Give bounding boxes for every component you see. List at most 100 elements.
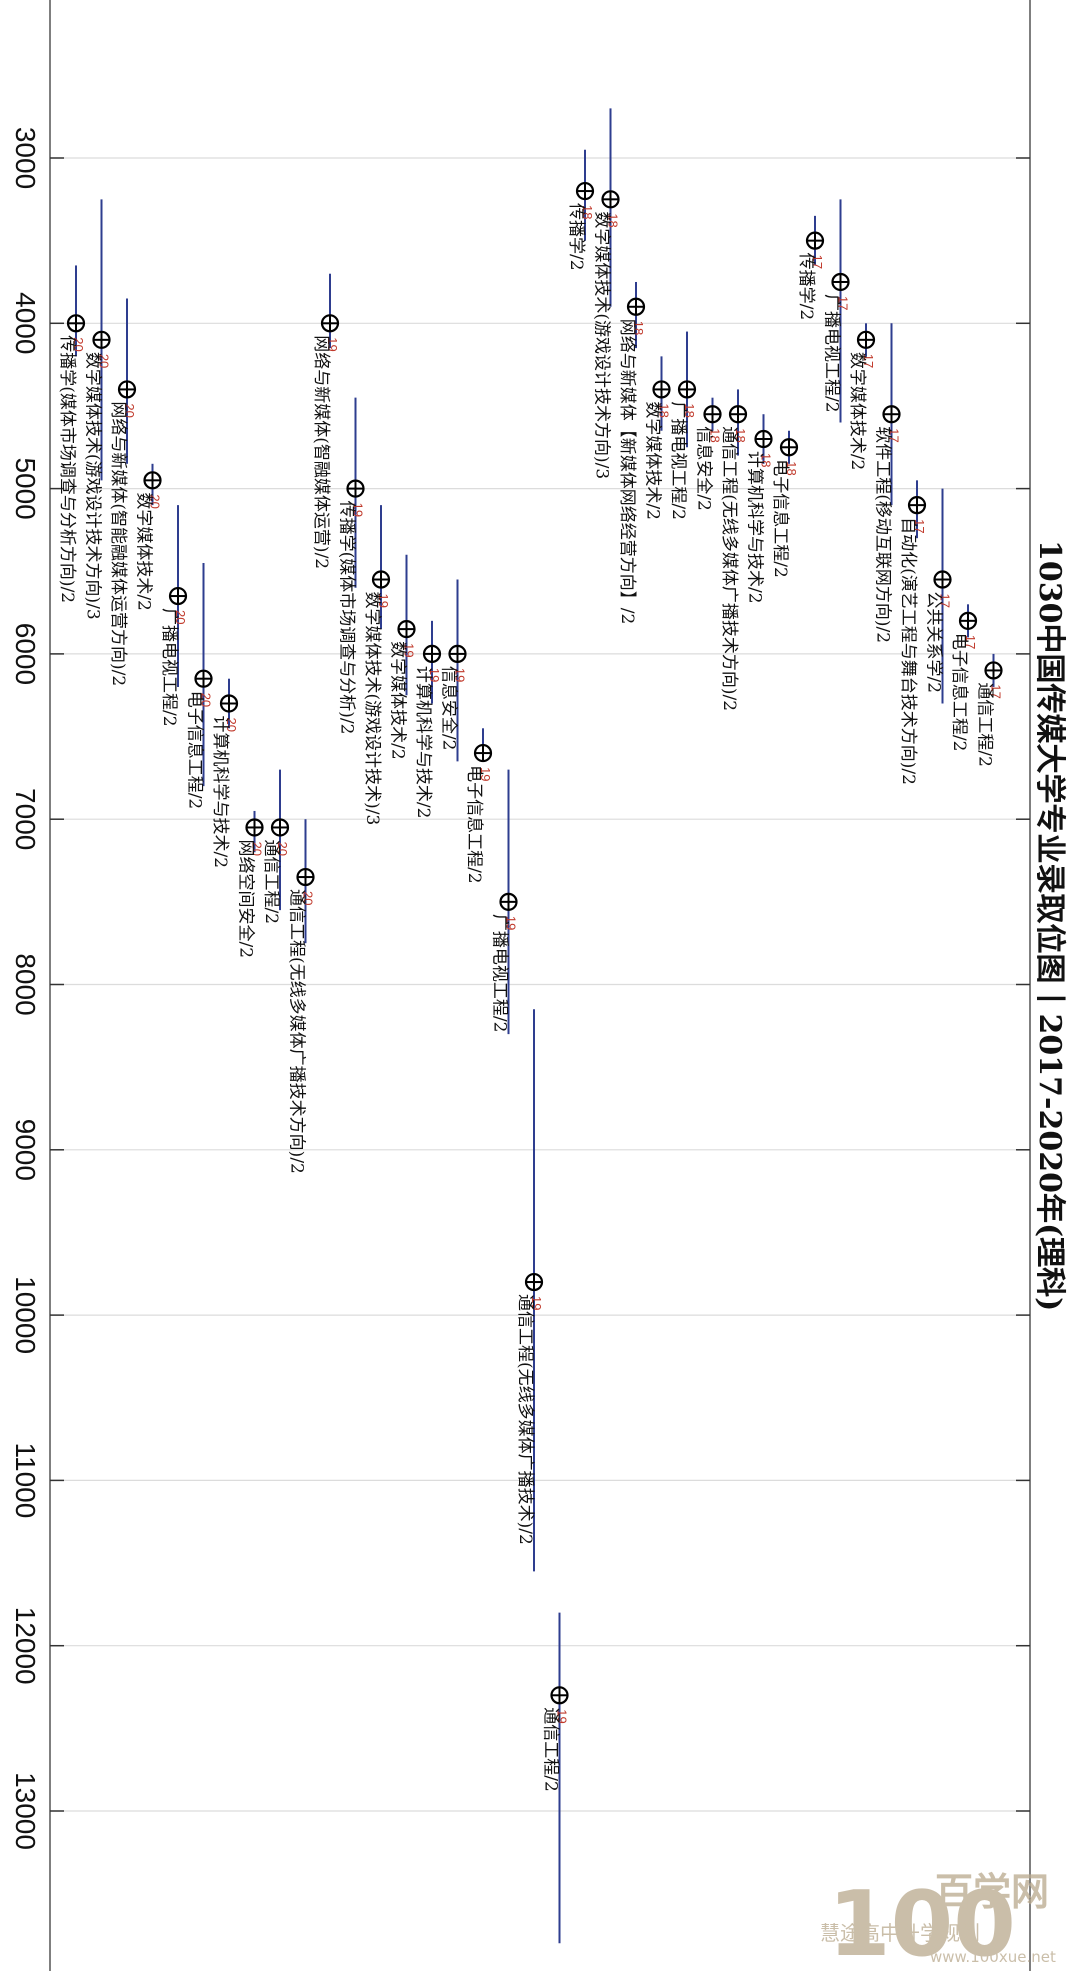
- year-label: 17: [912, 519, 927, 533]
- year-label: 19: [555, 1709, 570, 1723]
- year-label: 19: [402, 643, 417, 657]
- major-label: 电子信息工程/2: [770, 459, 790, 578]
- major-label: 广播电视工程/2: [159, 608, 179, 727]
- watermark-url: www.100xue.net: [930, 1948, 1056, 1966]
- year-label: 19: [376, 594, 391, 608]
- year-label: 17: [836, 296, 851, 310]
- year-label: 17: [963, 635, 978, 649]
- watermark-subtitle: 慧途高中升学规划: [820, 1921, 980, 1945]
- year-label: 18: [784, 461, 799, 475]
- major-label: 电子信息工程/2: [949, 633, 969, 752]
- major-label: 通信工程(无线多媒体广播技术方向)/2: [287, 889, 307, 1174]
- major-label: 网络与新媒体【新媒体网络经营方向】/2: [617, 319, 637, 625]
- major-label: 传播学(媒体市场调查与分析方向)/2: [57, 335, 77, 603]
- y-tick-label: 3000: [10, 127, 41, 189]
- year-label: 20: [301, 891, 316, 905]
- year-label: 19: [427, 668, 442, 682]
- year-label: 19: [529, 1296, 544, 1310]
- major-label: 计算机科学与技术/2: [413, 666, 433, 819]
- year-label: 20: [199, 693, 214, 707]
- major-label: 数字媒体技术(游戏设计技术方向)/3: [592, 211, 612, 479]
- chart-title-group: 1030中国传媒大学专业录取位图丨2017-2020年(理科): [1032, 540, 1067, 1311]
- major-label: 传播学/2: [796, 253, 816, 321]
- y-tick-label: 10000: [10, 1276, 41, 1354]
- major-label: 广播电视工程/2: [668, 401, 688, 520]
- year-label: 19: [325, 337, 340, 351]
- major-label: 公共关系学/2: [924, 592, 944, 694]
- y-tick-label: 12000: [10, 1607, 41, 1685]
- year-label: 20: [275, 841, 290, 855]
- year-label: 20: [250, 841, 265, 855]
- year-label: 18: [759, 453, 774, 467]
- major-label: 通信工程/2: [261, 839, 281, 924]
- major-label: 信息安全/2: [439, 666, 459, 751]
- major-label: 计算机科学与技术/2: [745, 451, 765, 604]
- year-label: 18: [682, 403, 697, 417]
- major-label: 数字媒体技术/2: [847, 352, 867, 471]
- year-label: 17: [938, 594, 953, 608]
- y-tick-label: 6000: [10, 623, 41, 685]
- major-label: 传播学(媒体市场调查与分析)/2: [337, 501, 357, 735]
- year-label: 17: [810, 255, 825, 269]
- major-label: 数字媒体技术(游戏设计技术)/3: [362, 592, 382, 826]
- year-label: 20: [122, 403, 137, 417]
- major-label: 数字媒体技术/2: [643, 401, 663, 520]
- y-tick-label: 7000: [10, 788, 41, 850]
- year-label: 19: [351, 503, 366, 517]
- year-label: 18: [657, 403, 672, 417]
- major-label: 通信工程(无线多媒体广播技术)/2: [515, 1294, 535, 1545]
- major-label: 通信工程/2: [975, 682, 995, 767]
- year-label: 20: [224, 717, 239, 731]
- major-label: 电子信息工程/2: [464, 765, 484, 884]
- year-label: 17: [989, 684, 1004, 698]
- major-label: 广播电视工程/2: [822, 294, 842, 413]
- year-label: 18: [606, 213, 621, 227]
- grid-layer: [50, 157, 1030, 1812]
- y-tick-label: 4000: [10, 292, 41, 354]
- year-label: 20: [173, 610, 188, 624]
- y-tick-label: 9000: [10, 1119, 41, 1181]
- major-label: 通信工程/2: [541, 1707, 561, 1792]
- year-label: 18: [631, 321, 646, 335]
- watermark-brand: 百学网: [935, 1870, 1049, 1914]
- major-label: 传播学/2: [566, 203, 586, 271]
- y-tick-label: 8000: [10, 953, 41, 1015]
- y-tick-label: 11000: [10, 1443, 41, 1519]
- watermark-logo: 100: [828, 1872, 1016, 1971]
- major-label: 软件工程(移动互联网方向)/2: [873, 426, 893, 643]
- chart-title: 1030中国传媒大学专业录取位图丨2017-2020年(理科): [1032, 540, 1067, 1311]
- year-label: 20: [71, 337, 86, 351]
- major-label: 数字媒体技术/2: [134, 492, 154, 611]
- year-label: 17: [861, 354, 876, 368]
- major-label: 电子信息工程/2: [185, 691, 205, 810]
- year-label: 20: [97, 354, 112, 368]
